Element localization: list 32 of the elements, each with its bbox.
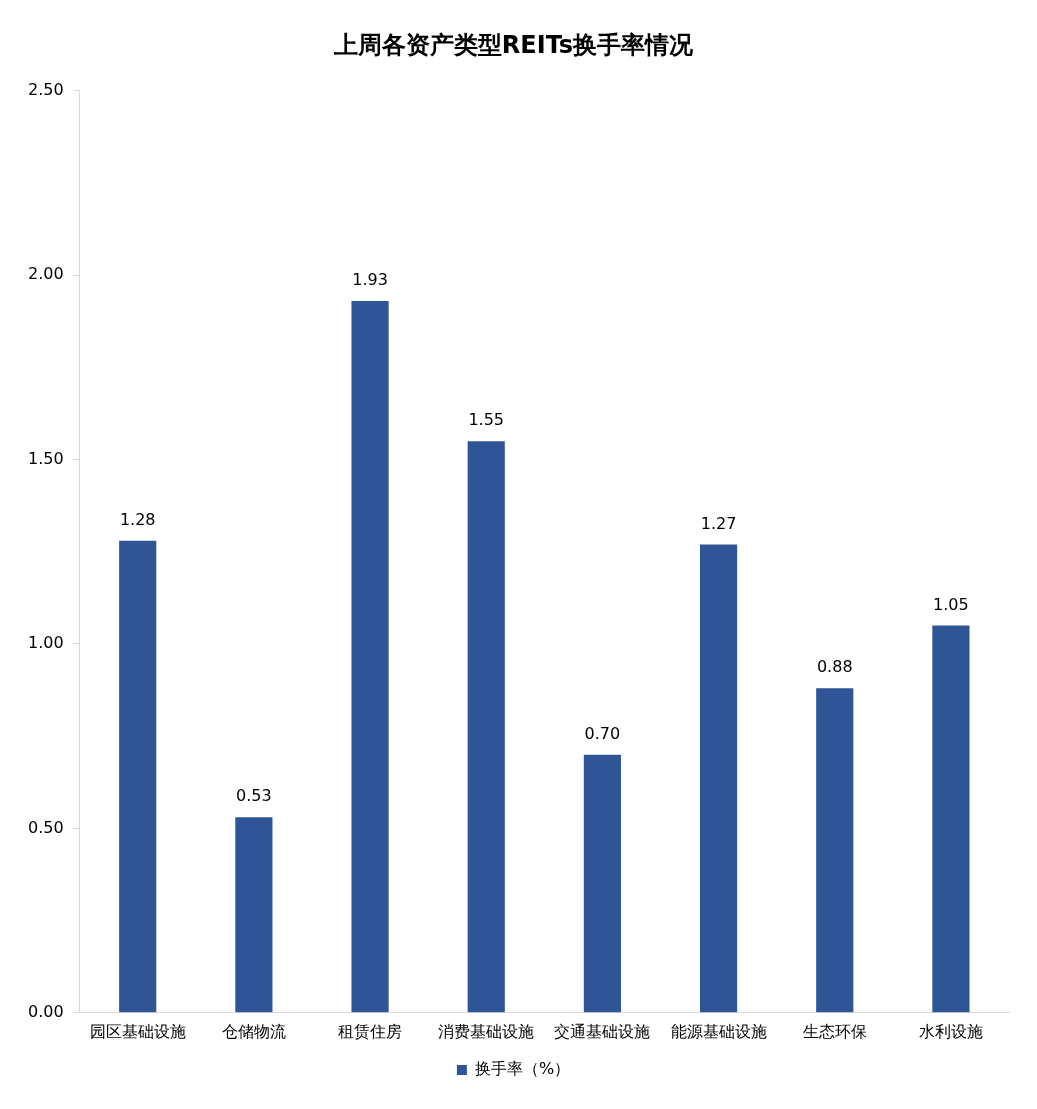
- y-tick-label: 0.50: [28, 817, 64, 837]
- text: 0.88: [816, 657, 853, 677]
- bar: [119, 540, 157, 1013]
- text: 1.27: [700, 513, 737, 533]
- chart-title: 上周各资产类型REITs换手率情况: [332, 30, 695, 59]
- x-tick-label: 水利设施: [918, 1021, 983, 1041]
- y-tick-label: 1.50: [28, 448, 64, 468]
- x-tick-label: 能源基础设施: [670, 1021, 767, 1041]
- x-tick-label: 租赁住房: [338, 1021, 403, 1041]
- text: 0.53: [236, 786, 272, 806]
- bar: [583, 754, 621, 1013]
- y-tick-label: 2.00: [28, 264, 64, 284]
- text: 0.70: [584, 723, 621, 743]
- bar: [816, 688, 854, 1013]
- y-tick-label: 2.50: [28, 79, 64, 99]
- bar: [351, 301, 389, 1013]
- x-tick-label: 园区基础设施: [89, 1021, 186, 1041]
- x-tick-label: 消费基础设施: [438, 1021, 535, 1041]
- x-tick-label: 交通基础设施: [554, 1021, 651, 1041]
- text: 1.93: [352, 270, 388, 290]
- bar: [235, 817, 273, 1013]
- x-tick-label: 仓储物流: [221, 1021, 286, 1041]
- text: 1.28: [119, 509, 156, 529]
- bar: [467, 441, 505, 1013]
- text: 1.55: [468, 410, 505, 430]
- text: 1.05: [933, 594, 969, 614]
- x-tick-label: 生态环保: [802, 1021, 867, 1041]
- y-tick-label: 0.00: [28, 1001, 64, 1021]
- bar: [932, 625, 970, 1013]
- bar: [699, 544, 738, 1013]
- y-tick-label: 1.00: [28, 633, 64, 653]
- legend-label: 换手率（%）: [474, 1059, 571, 1079]
